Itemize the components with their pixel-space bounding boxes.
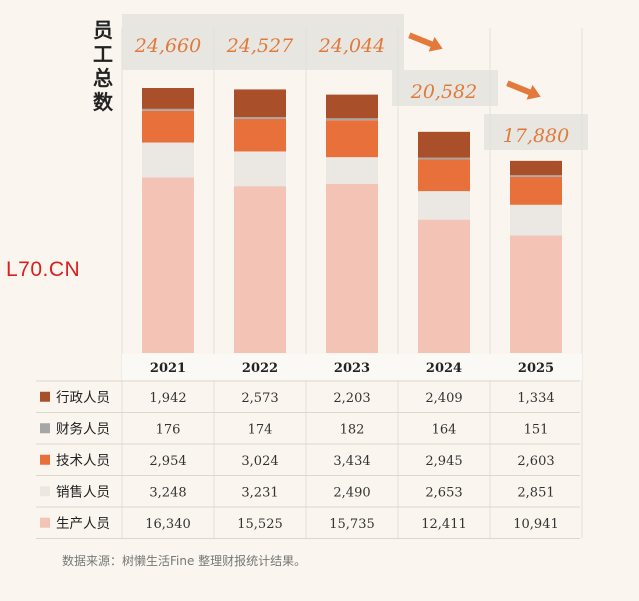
category-label: 2023	[334, 361, 370, 376]
total-band	[392, 70, 498, 106]
bar-segment-production	[326, 183, 378, 353]
table-cell: 2,603	[517, 454, 554, 469]
table-cell: 2,851	[517, 485, 554, 500]
bar-segment-sales	[234, 151, 286, 187]
total-band	[122, 14, 404, 70]
table-cell: 2,203	[333, 391, 370, 406]
table-cell: 2,653	[425, 485, 462, 500]
table-cell: 182	[340, 422, 365, 437]
watermark-text: L70.CN	[6, 258, 81, 281]
table-cell: 2,954	[149, 454, 186, 469]
category-row-bg	[122, 354, 582, 380]
total-label: 20,582	[410, 81, 477, 103]
legend-label: 行政人员	[56, 390, 110, 406]
table-cell: 176	[156, 422, 181, 437]
table-cell: 3,434	[333, 454, 370, 469]
legend-label: 财务人员	[56, 421, 110, 437]
total-label: 24,527	[226, 35, 294, 57]
trend-down-arrow-icon	[506, 80, 541, 100]
category-label: 2025	[518, 361, 554, 376]
table-cell: 2,573	[241, 391, 278, 406]
bar-segment-admin	[326, 94, 378, 119]
table-cell: 151	[524, 422, 549, 437]
legend-swatch-finance	[40, 423, 50, 434]
bar-segment-production	[142, 177, 194, 353]
table-cell: 15,525	[237, 517, 283, 532]
table-cell: 3,024	[241, 454, 278, 469]
legend-label: 销售人员	[56, 484, 110, 500]
legend-swatch-tech	[40, 454, 50, 465]
bar-segment-production	[234, 186, 286, 353]
bar-segment-admin	[142, 88, 194, 109]
legend-swatch-admin	[40, 391, 50, 402]
legend-label: 生产人员	[56, 516, 110, 532]
total-band	[484, 114, 588, 150]
trend-down-arrow-icon	[408, 32, 443, 52]
table-cell: 174	[248, 422, 273, 437]
table-cell: 164	[432, 422, 457, 437]
source-note: 数据来源：树懒生活Fine 整理财报统计结果。	[62, 554, 307, 568]
bar-segment-admin	[234, 89, 286, 118]
bar-segment-production	[418, 219, 470, 353]
table-cell: 3,248	[149, 485, 186, 500]
table-cell: 2,945	[425, 454, 462, 469]
total-label: 17,880	[503, 125, 569, 147]
title-char: 数	[93, 90, 113, 114]
table-cell: 2,409	[425, 391, 462, 406]
legend-swatch-sales	[40, 486, 50, 497]
category-label: 2022	[242, 361, 278, 376]
chart-title: 员 工 总 数	[88, 18, 118, 114]
total-label: 24,660	[134, 35, 201, 57]
bar-segment-tech	[142, 110, 194, 143]
bar-segment-tech	[510, 176, 562, 205]
table-cell: 15,735	[329, 517, 375, 532]
bar-segment-tech	[326, 120, 378, 158]
bar-segment-sales	[510, 204, 562, 236]
table-cell: 1,334	[517, 391, 554, 406]
table-cell: 12,411	[421, 517, 467, 532]
bar-segment-finance	[326, 118, 378, 121]
bar-segment-finance	[234, 117, 286, 119]
title-char: 工	[93, 42, 113, 66]
bar-segment-finance	[142, 108, 194, 111]
category-label: 2024	[426, 361, 462, 376]
legend-swatch-production	[40, 517, 50, 528]
bar-segment-admin	[510, 160, 562, 176]
legend-label: 技术人员	[56, 453, 110, 469]
table-cell: 3,231	[241, 485, 278, 500]
bar-segment-admin	[418, 131, 470, 158]
bar-segment-sales	[326, 157, 378, 184]
bar-segment-sales	[142, 142, 194, 178]
bar-segment-tech	[234, 118, 286, 152]
total-label: 24,044	[318, 35, 385, 57]
bar-segment-tech	[418, 159, 470, 192]
bar-segment-finance	[510, 175, 562, 177]
title-char: 总	[93, 66, 113, 90]
title-char: 员	[93, 18, 113, 42]
table-cell: 10,941	[513, 517, 559, 532]
table-cell: 16,340	[145, 517, 191, 532]
category-label: 2021	[150, 361, 186, 376]
bar-segment-production	[510, 235, 562, 353]
bar-segment-sales	[418, 191, 470, 220]
bar-segment-finance	[418, 157, 470, 160]
table-cell: 1,942	[149, 391, 186, 406]
table-cell: 2,490	[333, 485, 370, 500]
